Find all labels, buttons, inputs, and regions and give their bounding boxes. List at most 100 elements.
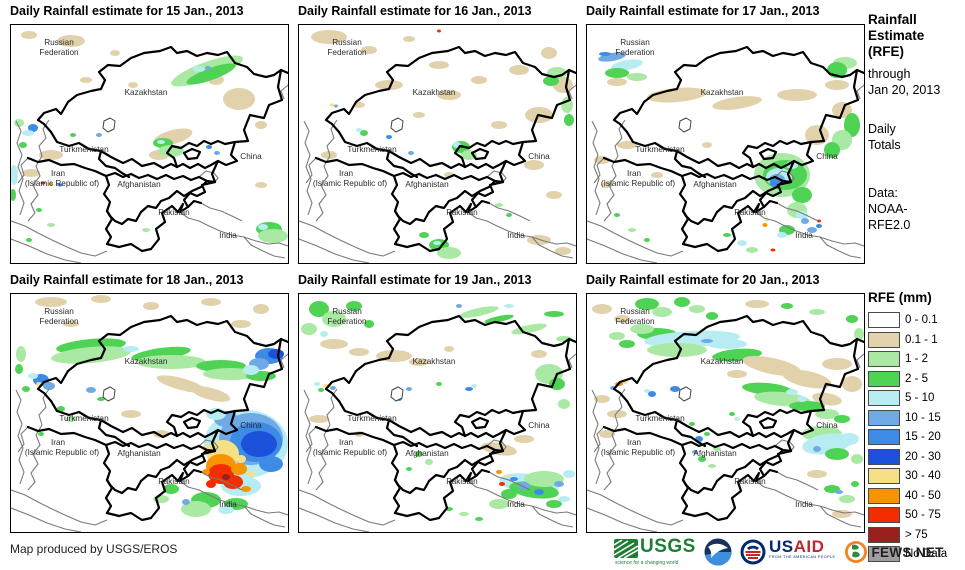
country-label: Afghanistan bbox=[693, 180, 737, 189]
country-label: Russian bbox=[332, 307, 362, 316]
country-label: Federation bbox=[327, 48, 367, 57]
aral-sea bbox=[390, 386, 404, 402]
country-label: Federation bbox=[39, 48, 79, 57]
coastlines-secondary-borders bbox=[299, 353, 576, 532]
country-label: Iran bbox=[339, 169, 354, 178]
legend-item-3: 2 - 5 bbox=[868, 370, 965, 387]
legend-item-12: No Data bbox=[868, 546, 965, 562]
panel-title-20-jan: Daily Rainfall estimate for 20 Jan., 201… bbox=[586, 273, 820, 287]
usaid-emblem-icon bbox=[740, 539, 766, 565]
legend-label: > 75 bbox=[905, 528, 928, 541]
country-label: Federation bbox=[615, 317, 655, 326]
legend-swatch bbox=[868, 331, 900, 348]
country-label: Russian bbox=[44, 307, 74, 316]
country-label: Kazakhstan bbox=[413, 88, 456, 97]
rainfall-raster bbox=[594, 52, 860, 253]
country-label: China bbox=[816, 152, 838, 161]
aral-sea bbox=[102, 117, 116, 133]
legend-swatch bbox=[868, 370, 900, 387]
country-label: Kazakhstan bbox=[125, 357, 168, 366]
rainfall-raster bbox=[15, 295, 288, 517]
map-panel-15-jan: Daily Rainfall estimate for 15 Jan., 201… bbox=[10, 4, 289, 264]
country-label: (Islamic Republic of) bbox=[601, 179, 675, 188]
fewsnet-wordmark: FEWS NET bbox=[871, 544, 944, 560]
legend-item-2: 1 - 2 bbox=[868, 351, 965, 367]
panel-title-17-jan: Daily Rainfall estimate for 17 Jan., 201… bbox=[586, 4, 820, 18]
coastlines-secondary-borders bbox=[11, 84, 288, 263]
legend-swatch bbox=[868, 487, 900, 504]
legend-swatch bbox=[868, 526, 900, 543]
usgs-tagline: science for a changing world bbox=[615, 560, 679, 566]
country-label: Federation bbox=[327, 317, 367, 326]
country-label: Turkmenistan bbox=[347, 145, 397, 154]
legend-label: 1 - 2 bbox=[905, 353, 929, 365]
coastlines-secondary-borders bbox=[299, 84, 576, 263]
map-credit: Map produced by USGS/EROS bbox=[10, 542, 178, 556]
map-panel-16-jan: Daily Rainfall estimate for 16 Jan., 201… bbox=[298, 4, 577, 264]
legend-swatch bbox=[868, 468, 900, 484]
legend-label: 30 - 40 bbox=[905, 470, 941, 482]
aral-sea bbox=[102, 386, 116, 402]
legend-item-1: 0.1 - 1 bbox=[868, 331, 965, 348]
legend-swatch bbox=[868, 390, 900, 406]
panel-title-19-jan: Daily Rainfall estimate for 19 Jan., 201… bbox=[298, 273, 532, 287]
country-label: Federation bbox=[615, 48, 655, 57]
country-label: India bbox=[795, 500, 813, 509]
country-label: (Islamic Republic of) bbox=[601, 448, 675, 457]
fewsnet-logo: FEWS NET bbox=[844, 538, 944, 566]
map-panel-20-jan: Daily Rainfall estimate for 20 Jan., 201… bbox=[586, 273, 865, 533]
country-label: Russian bbox=[620, 38, 650, 47]
country-borders bbox=[26, 314, 288, 522]
legend-label: 0.1 - 1 bbox=[905, 333, 938, 346]
country-label: China bbox=[240, 152, 262, 161]
country-label: India bbox=[507, 500, 525, 509]
country-label: Federation bbox=[39, 317, 79, 326]
country-label: Iran bbox=[51, 438, 66, 447]
country-borders bbox=[602, 45, 864, 253]
country-label: Afghanistan bbox=[693, 449, 737, 458]
country-label: China bbox=[240, 421, 262, 430]
country-label: Iran bbox=[339, 438, 354, 447]
country-label: Russian bbox=[620, 307, 650, 316]
legend-swatch bbox=[868, 312, 900, 328]
legend-item-8: 30 - 40 bbox=[868, 468, 965, 484]
country-label: (Islamic Republic of) bbox=[313, 448, 387, 457]
country-label: Pakistan bbox=[446, 208, 478, 217]
legend-item-9: 40 - 50 bbox=[868, 487, 965, 504]
country-label: Iran bbox=[627, 438, 642, 447]
coastlines-secondary-borders bbox=[587, 353, 864, 532]
country-label: (Islamic Republic of) bbox=[313, 179, 387, 188]
country-label: Russian bbox=[44, 38, 74, 47]
footer-logos: USGS science for a changing world USAID bbox=[614, 536, 944, 567]
usgs-logo: USGS science for a changing world bbox=[614, 536, 696, 566]
country-label: India bbox=[219, 500, 237, 509]
legend: RFE (mm) 0 - 0.1 0.1 - 1 1 - 2 2 - 5 5 - 10 1… bbox=[868, 290, 965, 566]
legend-item-4: 5 - 10 bbox=[868, 390, 965, 406]
legend-label: 10 - 15 bbox=[905, 411, 941, 424]
map-panel-17-jan: Daily Rainfall estimate for 17 Jan., 201… bbox=[586, 4, 865, 264]
legend-label: 50 - 75 bbox=[905, 509, 941, 521]
legend-label: 2 - 5 bbox=[905, 372, 929, 385]
country-label: India bbox=[219, 231, 237, 240]
sidebar-data-source: Data: NOAA- RFE2.0 bbox=[868, 186, 911, 232]
country-borders bbox=[314, 45, 576, 253]
country-label: Iran bbox=[627, 169, 642, 178]
aral-sea bbox=[678, 117, 692, 133]
country-label: Pakistan bbox=[446, 477, 478, 486]
legend-item-7: 20 - 30 bbox=[868, 448, 965, 465]
map-panel-19-jan: Daily Rainfall estimate for 19 Jan., 201… bbox=[298, 273, 577, 533]
country-label: Afghanistan bbox=[405, 449, 449, 458]
country-label: India bbox=[795, 231, 813, 240]
map-panel-18-jan: Daily Rainfall estimate for 18 Jan., 201… bbox=[10, 273, 289, 533]
usgs-flag-icon bbox=[614, 539, 638, 558]
usaid-wordmark-aid: AID bbox=[793, 537, 825, 556]
